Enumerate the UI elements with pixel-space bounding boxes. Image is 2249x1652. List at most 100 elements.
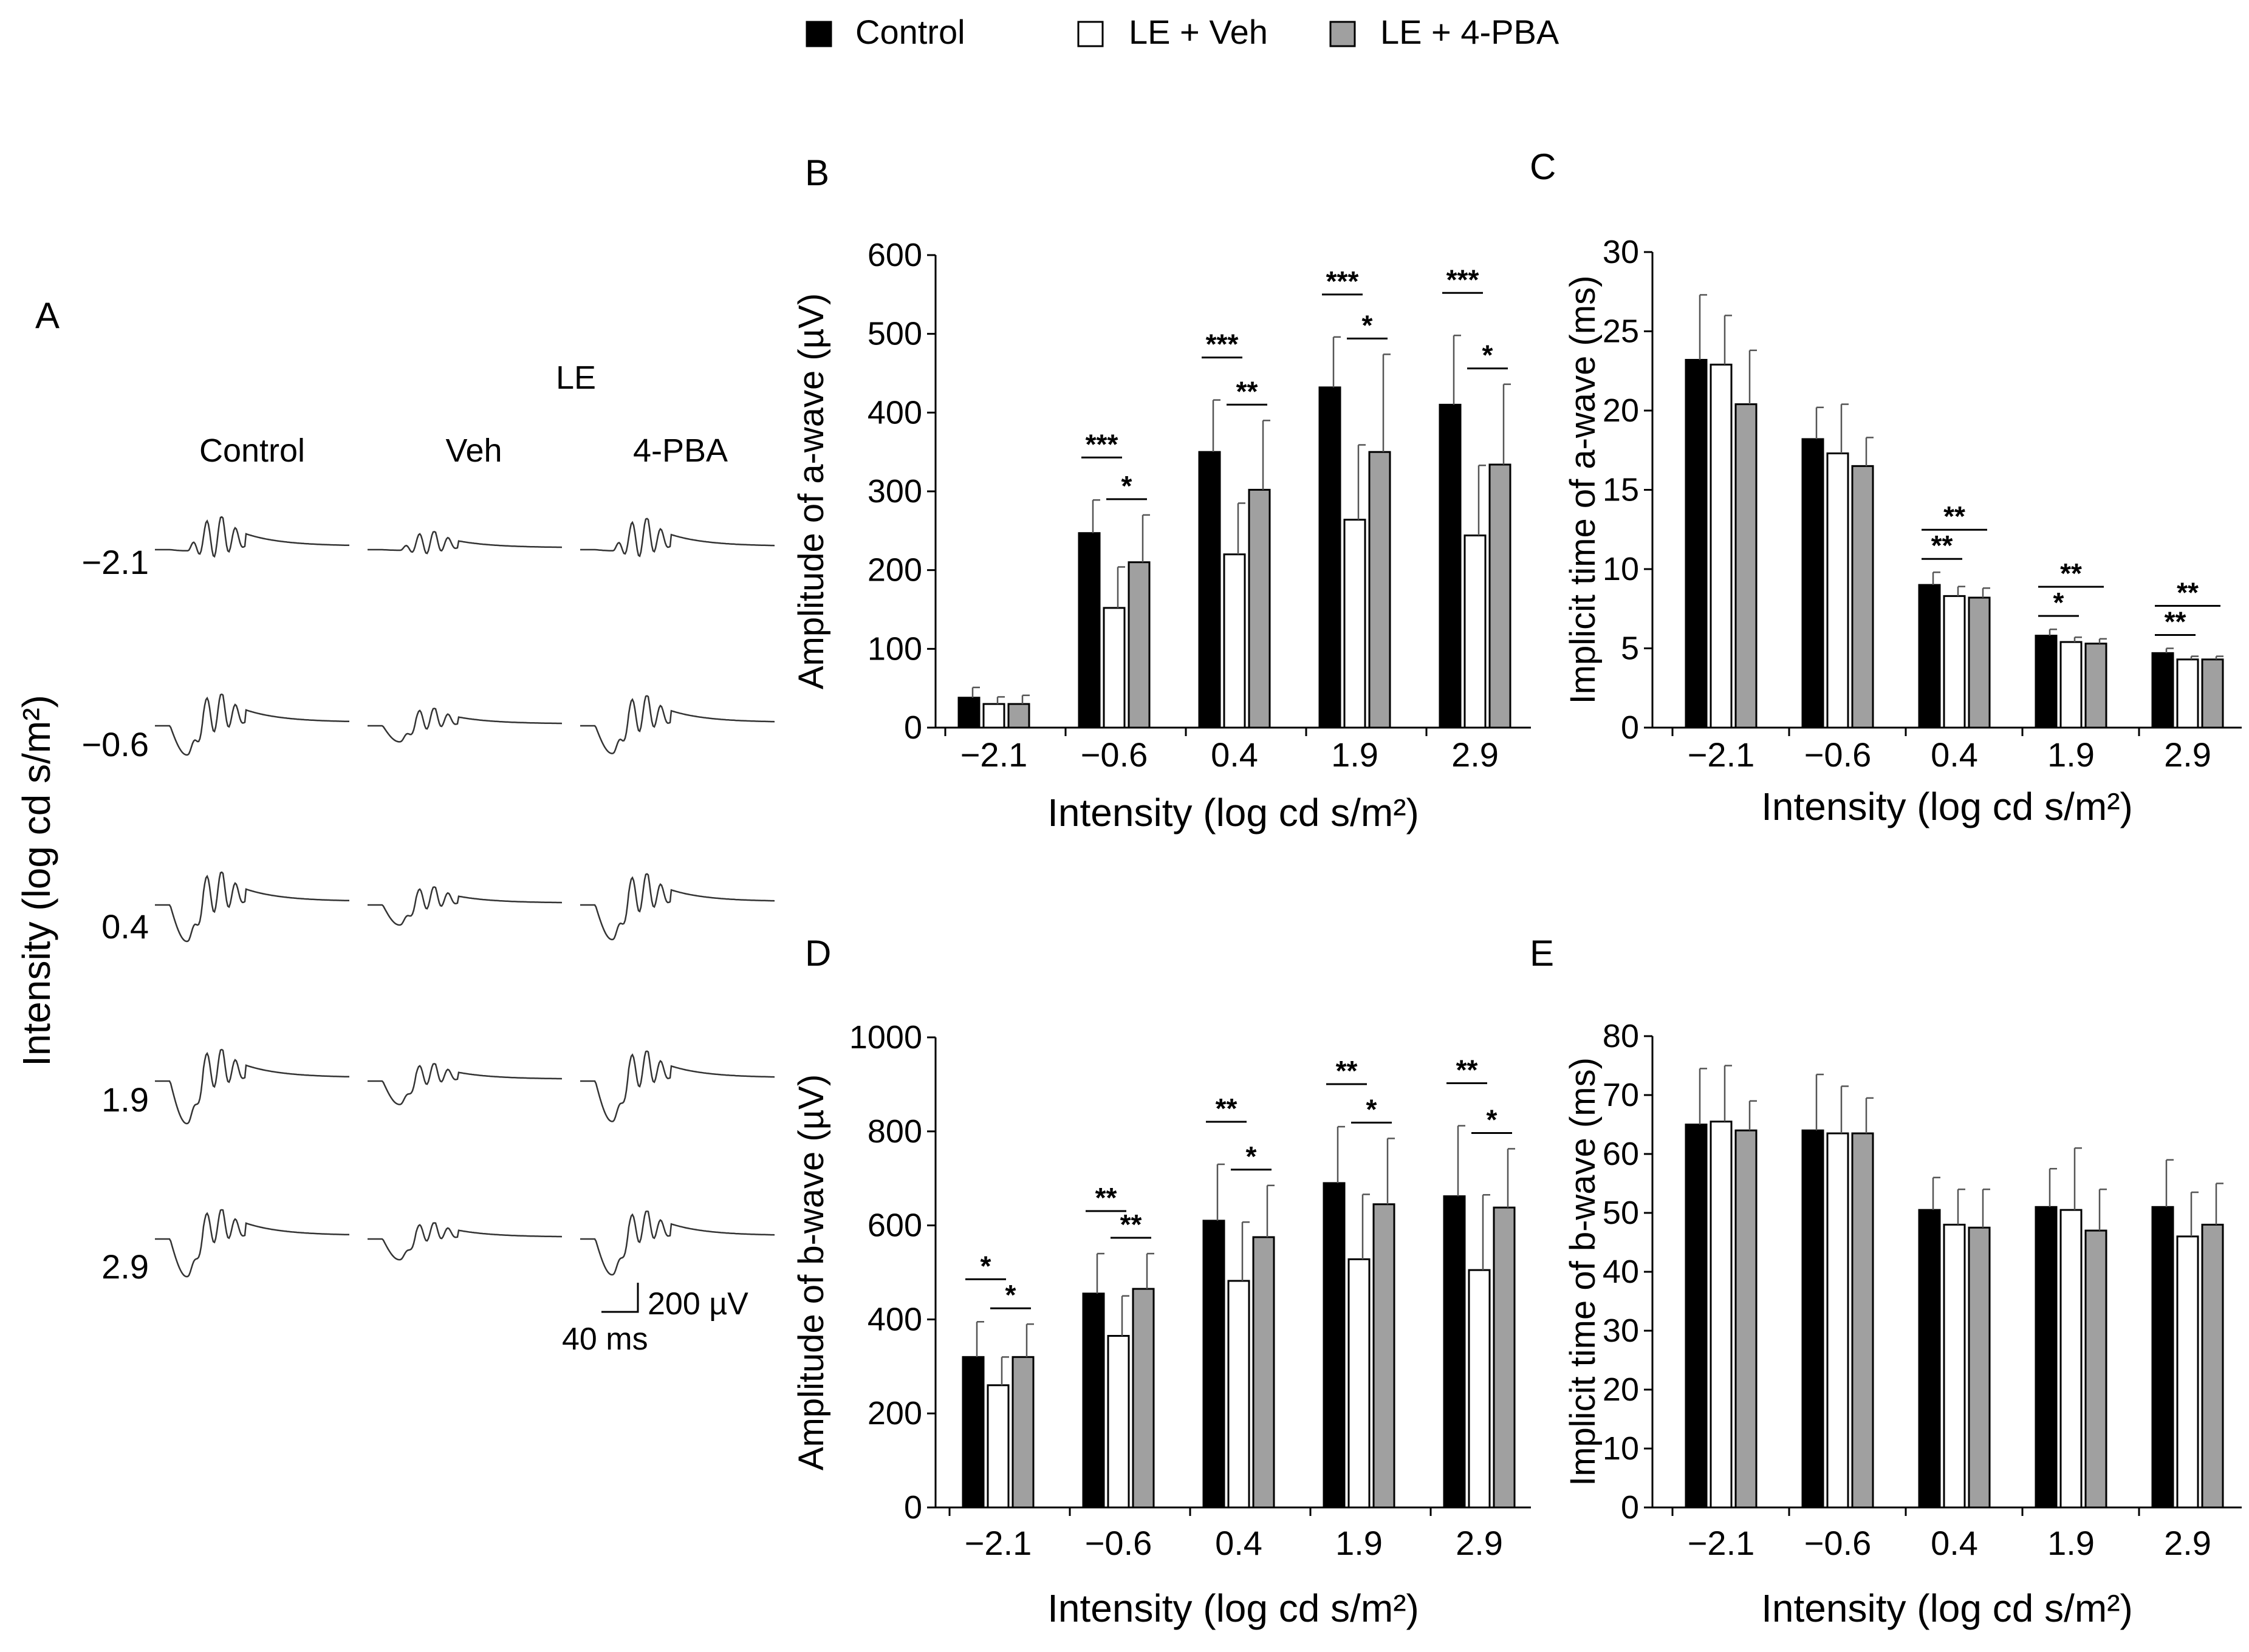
legend-swatch-le-veh	[1077, 21, 1104, 47]
x-tick-label: 0.4	[1215, 1524, 1262, 1562]
y-tick-label: 0	[1621, 709, 1639, 746]
significance-label: **	[1236, 375, 1258, 407]
bar-control	[2035, 1206, 2058, 1509]
y-tick-label: 50	[1603, 1195, 1639, 1231]
y-axis-label: Implicit time of a-wave (ms)	[1563, 276, 1603, 705]
significance-label: *	[1482, 340, 1493, 371]
bar-le-veh	[2059, 1209, 2083, 1509]
y-tick-label: 5	[1621, 630, 1639, 667]
x-tick-label: −2.1	[1688, 736, 1755, 774]
bar-le-veh	[1227, 1280, 1250, 1509]
x-tick-label: 2.9	[1451, 736, 1499, 774]
panel-label: C	[1530, 146, 1556, 187]
bar-le-4pba	[1968, 596, 1991, 729]
significance-label: **	[1216, 1093, 1237, 1124]
panel-c: C 0 5 10 15 20 25 30 −2.1 −0.6 0.4 1.9 2.9 Implicit t…	[1530, 146, 2242, 828]
panel-a-column-control: Control	[199, 432, 305, 469]
significance-label: ***	[1326, 265, 1359, 297]
y-axis-label: Amplitude of b-wave (µV)	[792, 1074, 831, 1470]
legend: Control LE + Veh LE + 4-PBA	[806, 13, 1559, 51]
panel-a-column-veh: Veh	[445, 432, 502, 469]
scale-bar-voltage: 200 µV	[648, 1286, 748, 1322]
x-tick-label: 1.9	[1331, 736, 1378, 774]
erg-trace	[368, 1063, 563, 1105]
bar-le-veh	[1710, 1121, 1733, 1509]
x-tick-label: −2.1	[965, 1524, 1032, 1562]
x-tick-label: 0.4	[1211, 736, 1258, 774]
y-tick-label: 10	[1603, 1430, 1639, 1467]
x-tick-label: −0.6	[1085, 1524, 1152, 1562]
bar-control	[1078, 532, 1101, 729]
bar-le-4pba	[1968, 1226, 1991, 1509]
erg-trace	[155, 1048, 349, 1125]
scale-bar-time: 40 ms	[562, 1322, 648, 1357]
bar-le-4pba	[1248, 488, 1271, 729]
significance-label: *	[1005, 1279, 1016, 1311]
bar-control	[1439, 403, 1462, 729]
bar-le-4pba	[1493, 1206, 1516, 1509]
x-axis-label: Intensity (log cd s/m²)	[1047, 791, 1419, 835]
ergtraces	[155, 516, 775, 1278]
bar-le-veh	[1826, 452, 1849, 729]
bar-le-4pba	[1007, 703, 1030, 729]
bar-le-4pba	[2201, 1223, 2224, 1509]
panel-a-row-label: 0.4	[101, 907, 149, 946]
significance-label: ***	[1206, 329, 1239, 360]
y-tick-label: 200	[868, 552, 922, 589]
x-tick-label: 0.4	[1931, 1524, 1978, 1562]
panel-b: B 0 100 200 300 400 500 600 −2.1 −0.6 0.4 1.9 2.9 Amp…	[792, 152, 1531, 835]
significance-label: **	[2165, 606, 2186, 638]
bar-control	[1082, 1292, 1105, 1509]
bar-le-veh	[982, 703, 1005, 729]
bar-control	[1918, 584, 1941, 729]
y-tick-label: 40	[1603, 1254, 1639, 1290]
bar-le-4pba	[1012, 1356, 1035, 1509]
bar-le-veh	[1710, 363, 1733, 729]
bar-le-4pba	[1851, 1132, 1874, 1509]
bar-control	[1801, 438, 1824, 729]
significance-label: **	[1095, 1182, 1117, 1213]
panel-a-row-label: −0.6	[81, 725, 149, 763]
x-tick-label: 1.9	[2047, 736, 2095, 774]
bar-le-veh	[1107, 1334, 1130, 1509]
bar-le-veh	[1347, 1258, 1371, 1509]
erg-trace	[155, 693, 349, 756]
y-tick-label: 100	[868, 630, 922, 667]
bar-le-veh	[1826, 1132, 1849, 1509]
bar-control	[1443, 1195, 1466, 1509]
bar-le-veh	[1223, 553, 1246, 729]
y-tick-label: 0	[1621, 1489, 1639, 1526]
y-tick-label: 0	[904, 709, 922, 746]
x-axis-label: Intensity (log cd s/m²)	[1761, 785, 2133, 828]
bar-le-veh	[2176, 1235, 2199, 1509]
bar-control	[2151, 1206, 2174, 1509]
panel-label: B	[805, 152, 829, 193]
bar-control	[1685, 1124, 1708, 1509]
erg-trace	[580, 517, 775, 558]
panel-a-row-label: 1.9	[101, 1080, 149, 1119]
panel-a: A LE Control Veh 4-PBA −2.1 −0.6 0.4 1.9…	[15, 295, 775, 1357]
y-tick-label: 800	[868, 1113, 922, 1150]
significance-label: **	[1336, 1055, 1358, 1087]
y-tick-label: 70	[1603, 1077, 1639, 1113]
bar-control	[962, 1356, 985, 1509]
bar-le-4pba	[2084, 643, 2107, 729]
x-axis-label: Intensity (log cd s/m²)	[1047, 1586, 1419, 1630]
x-tick-label: 1.9	[1335, 1524, 1383, 1562]
erg-trace	[580, 1050, 775, 1122]
bar-control	[1323, 1182, 1346, 1509]
bar-le-veh	[1343, 519, 1366, 729]
bar-control	[2035, 635, 2058, 729]
significance-label: ***	[1086, 428, 1118, 460]
x-tick-label: 2.9	[2164, 736, 2211, 774]
erg-trace	[580, 695, 775, 754]
panel-a-ylabel: Intensity (log cd s/m²)	[15, 695, 58, 1067]
y-tick-label: 60	[1603, 1136, 1639, 1172]
erg-trace	[368, 1222, 563, 1261]
x-tick-label: 0.4	[1931, 736, 1978, 774]
bar-control	[957, 697, 981, 729]
x-tick-label: −0.6	[1804, 736, 1872, 774]
panel-label: D	[805, 933, 831, 974]
erg-trace	[580, 1210, 775, 1276]
